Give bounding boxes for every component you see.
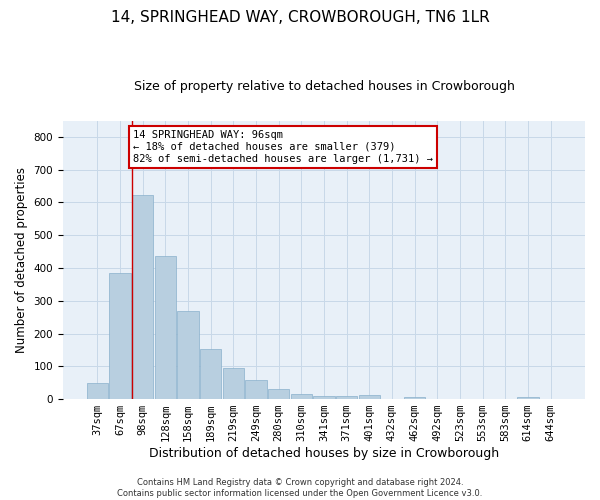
Bar (290, 394, 312, 399)
Bar (313, 396, 335, 399)
Title: Size of property relative to detached houses in Crowborough: Size of property relative to detached ho… (134, 80, 514, 93)
Bar (245, 380, 267, 399)
Text: 14, SPRINGHEAD WAY, CROWBOROUGH, TN6 1LR: 14, SPRINGHEAD WAY, CROWBOROUGH, TN6 1LR (110, 10, 490, 25)
Bar (132, 195, 154, 399)
Bar (86, 382, 108, 399)
Bar (200, 349, 221, 399)
Text: 14 SPRINGHEAD WAY: 96sqm
← 18% of detached houses are smaller (379)
82% of semi-: 14 SPRINGHEAD WAY: 96sqm ← 18% of detach… (133, 130, 433, 164)
Bar (177, 312, 199, 399)
X-axis label: Distribution of detached houses by size in Crowborough: Distribution of detached houses by size … (149, 447, 499, 460)
Bar (223, 368, 244, 399)
Bar (517, 398, 539, 399)
Bar (109, 273, 131, 399)
Bar (359, 395, 380, 399)
Text: Contains HM Land Registry data © Crown copyright and database right 2024.
Contai: Contains HM Land Registry data © Crown c… (118, 478, 482, 498)
Bar (155, 256, 176, 399)
Bar (404, 397, 425, 399)
Bar (268, 390, 289, 399)
Y-axis label: Number of detached properties: Number of detached properties (15, 167, 28, 353)
Bar (336, 396, 358, 399)
